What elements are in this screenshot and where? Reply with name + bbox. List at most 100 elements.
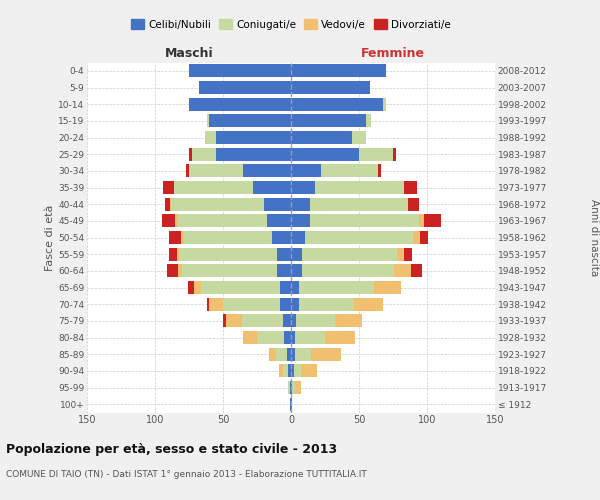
Bar: [272, 231, 291, 244]
Bar: [182, 264, 277, 278]
Bar: [179, 248, 277, 260]
Text: Popolazione per età, sesso e stato civile - 2013: Popolazione per età, sesso e stato civil…: [6, 442, 337, 456]
Bar: [277, 264, 291, 278]
Bar: [162, 214, 175, 228]
Bar: [177, 248, 179, 260]
Bar: [291, 148, 359, 160]
Bar: [291, 231, 305, 244]
Bar: [181, 231, 184, 244]
Bar: [310, 198, 408, 210]
Bar: [244, 164, 291, 177]
Bar: [288, 364, 291, 378]
Bar: [394, 264, 410, 278]
Bar: [301, 364, 317, 378]
Bar: [291, 398, 292, 410]
Bar: [201, 281, 280, 294]
Bar: [420, 231, 428, 244]
Bar: [169, 231, 181, 244]
Bar: [178, 214, 266, 228]
Bar: [290, 398, 291, 410]
Bar: [311, 348, 341, 360]
Bar: [291, 114, 366, 128]
Bar: [189, 164, 244, 177]
Bar: [292, 381, 295, 394]
Bar: [186, 164, 189, 177]
Bar: [295, 348, 311, 360]
Bar: [206, 114, 209, 128]
Bar: [299, 298, 353, 310]
Bar: [378, 164, 381, 177]
Bar: [321, 164, 378, 177]
Bar: [419, 214, 424, 228]
Bar: [291, 331, 295, 344]
Bar: [223, 298, 280, 310]
Bar: [223, 314, 226, 328]
Bar: [167, 264, 178, 278]
Bar: [242, 314, 283, 328]
Bar: [170, 198, 172, 210]
Bar: [366, 114, 371, 128]
Bar: [216, 148, 291, 160]
Bar: [199, 81, 291, 94]
Bar: [291, 181, 316, 194]
Bar: [291, 248, 302, 260]
Bar: [325, 331, 355, 344]
Bar: [397, 248, 404, 260]
Bar: [184, 231, 272, 244]
Bar: [253, 181, 291, 194]
Bar: [296, 314, 335, 328]
Bar: [178, 264, 182, 278]
Bar: [404, 181, 418, 194]
Bar: [163, 181, 174, 194]
Bar: [408, 198, 419, 210]
Bar: [280, 281, 291, 294]
Bar: [216, 131, 291, 144]
Bar: [279, 364, 283, 378]
Bar: [291, 164, 321, 177]
Bar: [209, 114, 291, 128]
Bar: [291, 364, 294, 378]
Y-axis label: Fasce di età: Fasce di età: [45, 204, 55, 270]
Bar: [295, 331, 325, 344]
Bar: [413, 231, 420, 244]
Bar: [288, 381, 290, 394]
Bar: [291, 298, 299, 310]
Bar: [291, 314, 296, 328]
Bar: [164, 198, 170, 210]
Bar: [277, 248, 291, 260]
Bar: [175, 214, 178, 228]
Bar: [335, 314, 362, 328]
Bar: [302, 264, 394, 278]
Bar: [291, 381, 292, 394]
Bar: [359, 148, 393, 160]
Bar: [209, 298, 223, 310]
Bar: [283, 314, 291, 328]
Bar: [276, 348, 287, 360]
Bar: [194, 281, 201, 294]
Bar: [226, 314, 242, 328]
Bar: [192, 148, 216, 160]
Bar: [383, 98, 386, 110]
Bar: [284, 331, 291, 344]
Bar: [424, 214, 440, 228]
Bar: [188, 281, 194, 294]
Bar: [404, 248, 412, 260]
Bar: [244, 331, 257, 344]
Text: Femmine: Femmine: [361, 47, 425, 60]
Bar: [257, 331, 284, 344]
Bar: [291, 64, 386, 78]
Text: Anni di nascita: Anni di nascita: [589, 199, 599, 276]
Bar: [299, 281, 374, 294]
Bar: [287, 348, 291, 360]
Bar: [169, 248, 177, 260]
Bar: [410, 264, 422, 278]
Bar: [291, 348, 295, 360]
Bar: [291, 131, 352, 144]
Bar: [291, 214, 310, 228]
Bar: [291, 198, 310, 210]
Bar: [291, 81, 370, 94]
Bar: [393, 148, 396, 160]
Bar: [205, 131, 216, 144]
Legend: Celibi/Nubili, Coniugati/e, Vedovi/e, Divorziati/e: Celibi/Nubili, Coniugati/e, Vedovi/e, Di…: [127, 15, 455, 34]
Bar: [206, 298, 209, 310]
